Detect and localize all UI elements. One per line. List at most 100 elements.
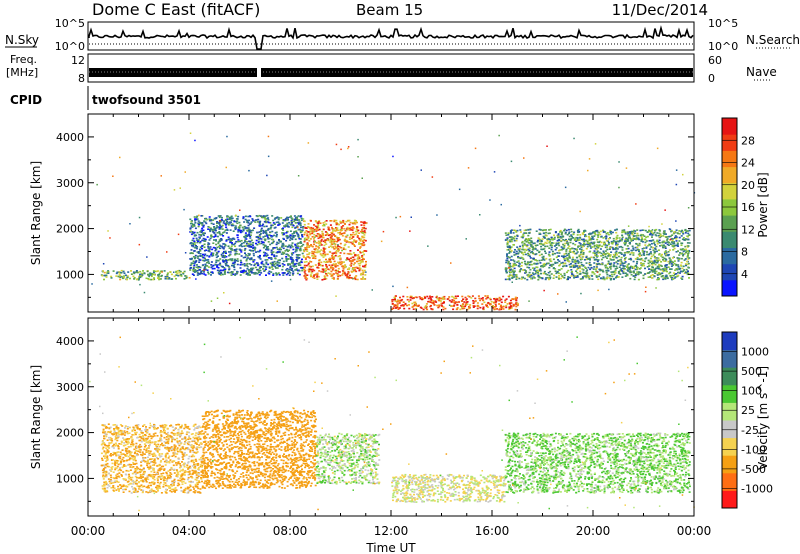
data-cell [620,239,623,242]
data-cell [204,266,207,268]
data-cell [117,271,120,273]
data-cell [627,225,630,227]
data-cell [514,298,517,300]
data-cell [507,262,510,264]
data-cell [636,266,639,269]
data-cell [639,234,642,237]
data-cell [562,243,565,246]
data-cell [212,242,215,244]
data-cell [258,235,261,238]
data-cell [289,237,292,239]
data-cell [615,261,618,263]
data-cell [249,268,252,271]
data-cell [121,475,123,477]
data-cell [659,234,662,237]
data-cell [291,259,294,261]
data-cell [133,272,136,275]
data-cell [337,270,339,272]
data-cell [289,265,292,267]
data-cell [243,236,246,238]
data-cell [539,268,542,270]
data-cell [210,253,213,256]
data-cell [505,267,508,270]
data-cell [275,255,278,257]
data-cell [569,241,572,244]
data-cell [330,240,333,243]
data-cell [258,221,261,223]
data-cell [342,219,345,222]
data-cell [194,139,196,142]
data-cell [472,300,475,302]
data-cell [195,247,198,250]
data-cell [555,256,558,259]
data-cell [360,230,362,233]
data-cell [307,142,310,144]
data-cell [233,238,236,240]
data-cell [286,224,289,226]
data-cell [540,259,543,261]
data-cell [440,302,443,305]
data-cell [651,236,653,238]
data-cell [573,250,575,253]
data-cell [671,234,674,236]
data-cell [274,262,277,265]
data-cell [276,261,279,264]
data-cell [247,222,250,224]
data-cell [348,223,351,226]
data-cell [257,255,260,258]
data-cell [201,255,203,257]
data-cell [522,235,525,237]
data-cell [273,255,276,258]
data-cell [576,234,579,236]
data-cell [645,236,648,238]
data-cell [254,266,257,269]
data-cell [532,257,535,260]
data-cell [306,256,309,258]
data-cell [530,274,533,277]
data-cell [580,251,582,254]
data-cell [471,295,474,297]
data-cell [300,229,303,232]
data-cell [201,272,204,275]
data-cell [335,272,338,274]
data-cell [250,270,253,272]
data-cell [479,299,482,302]
data-cell [643,250,646,253]
data-cell [292,248,295,251]
data-cell [192,461,195,464]
data-cell [395,307,398,309]
data-cell [623,259,626,261]
data-cell [564,255,567,258]
cpid-row: CPID twofsound 3501 [10,86,201,110]
data-cell [356,267,359,269]
data-cell [222,222,225,224]
data-cell [299,248,302,250]
data-cell [264,252,267,254]
data-cell [193,257,196,260]
data-cell [255,242,257,245]
data-cell [342,248,345,250]
data-cell [429,301,432,303]
data-cell [595,253,598,256]
data-cell [461,304,464,307]
data-cell [216,259,219,262]
data-cell [326,238,329,240]
data-cell [292,261,295,264]
data-cell [432,302,435,304]
data-cell [361,256,364,258]
data-cell [502,295,505,298]
data-cell [509,236,512,238]
data-cell [654,261,656,263]
data-cell [277,242,280,245]
data-cell [394,298,396,301]
data-cell [571,258,574,261]
data-cell [510,236,513,238]
data-cell [519,224,521,227]
data-cell [123,464,126,466]
data-cell [589,268,592,271]
data-cell [320,244,323,246]
data-cell [508,264,511,267]
data-cell [306,277,309,280]
data-cell [257,269,260,272]
data-cell [296,233,299,235]
